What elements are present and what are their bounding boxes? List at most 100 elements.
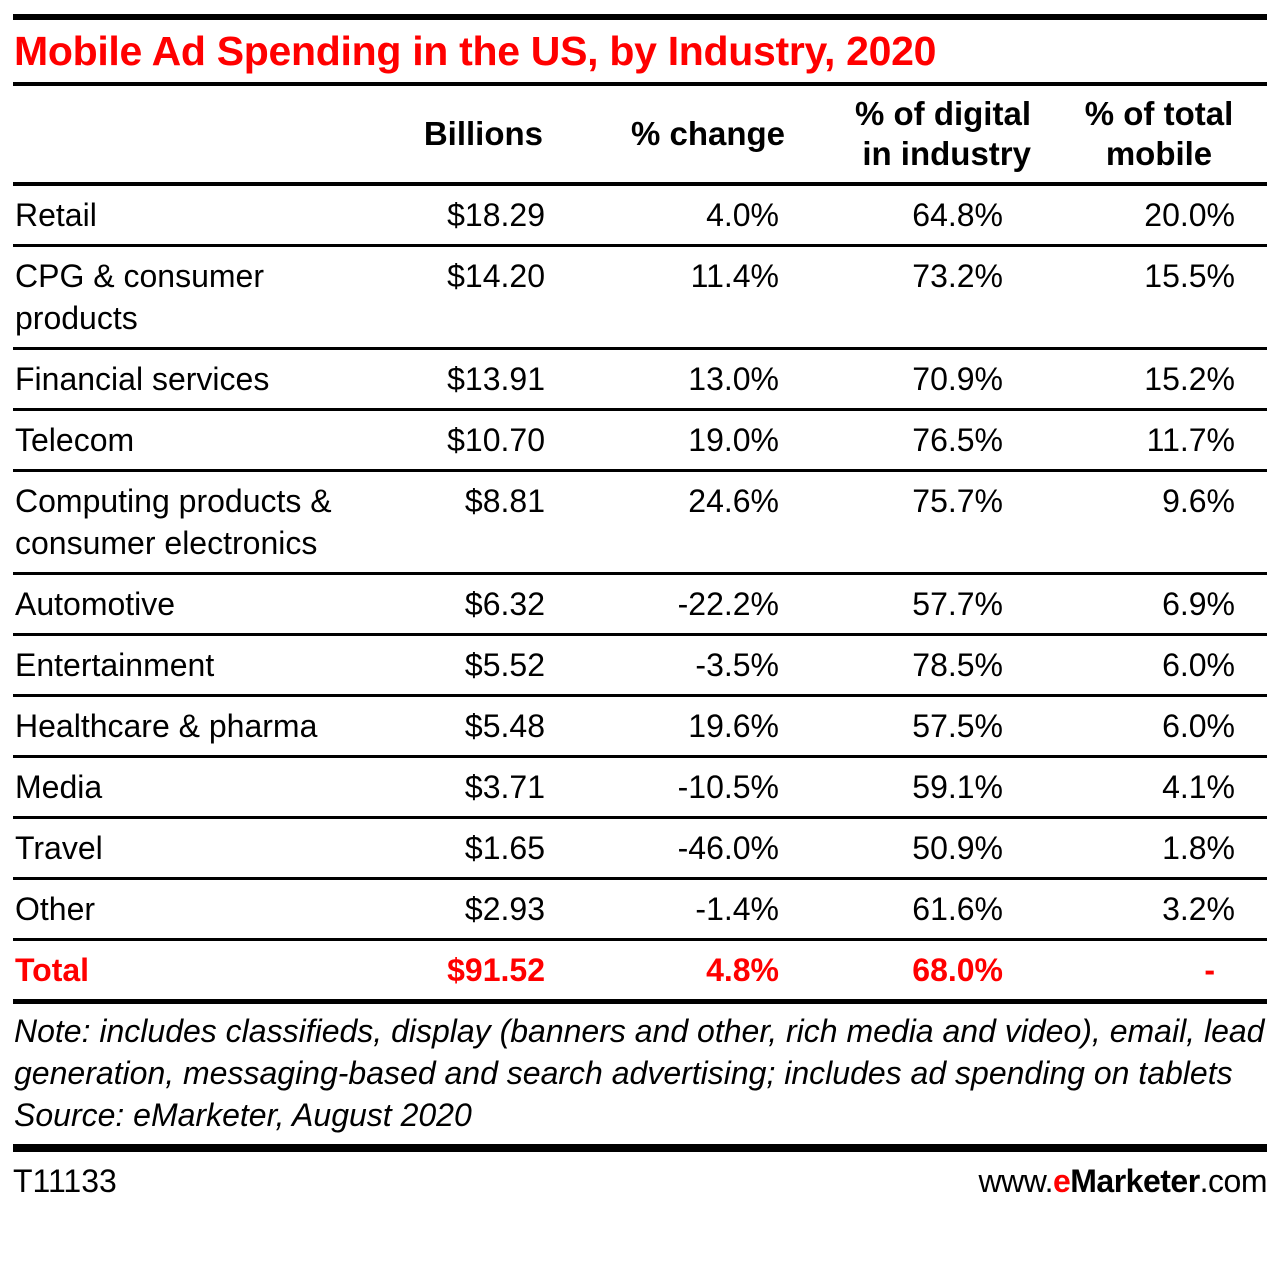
cell-industry: Other bbox=[13, 878, 383, 941]
title-rule bbox=[13, 82, 1267, 86]
cell-billions: $13.91 bbox=[383, 348, 553, 411]
table-row: Automotive $6.32 -22.2% 57.7% 6.9% bbox=[13, 573, 1267, 636]
cell-change: -10.5% bbox=[553, 756, 795, 819]
table-row: CPG & consumer products $14.20 11.4% 73.2% 1… bbox=[13, 245, 1267, 350]
cell-industry: Automotive bbox=[13, 573, 383, 636]
cell-industry: Telecom bbox=[13, 409, 383, 472]
cell-digital: 76.5% bbox=[795, 409, 1031, 472]
cell-change: -3.5% bbox=[553, 634, 795, 697]
table-row: Financial services $13.91 13.0% 70.9% 15.2% bbox=[13, 348, 1267, 411]
footer: T11133 www.eMarketer.com bbox=[13, 1152, 1268, 1210]
chart-frame: Mobile Ad Spending in the US, by Industr… bbox=[13, 14, 1268, 1210]
cell-digital: 57.5% bbox=[795, 695, 1031, 758]
table-row: Computing products & consumer electronic… bbox=[13, 470, 1267, 575]
cell-billions: $2.93 bbox=[383, 878, 553, 941]
header-digital-line1: % of digital bbox=[855, 95, 1031, 132]
cell-digital: 59.1% bbox=[795, 756, 1031, 819]
cell-mobile: 6.9% bbox=[1031, 573, 1267, 636]
cell-industry: Healthcare & pharma bbox=[13, 695, 383, 758]
cell-industry: Retail bbox=[13, 186, 383, 247]
cell-digital: 57.7% bbox=[795, 573, 1031, 636]
header-rule bbox=[13, 182, 1267, 186]
total-digital: 68.0% bbox=[795, 939, 1031, 1004]
cell-mobile: 6.0% bbox=[1031, 695, 1267, 758]
table-row: Travel $1.65 -46.0% 50.9% 1.8% bbox=[13, 817, 1267, 880]
cell-industry: Media bbox=[13, 756, 383, 819]
cell-billions: $8.81 bbox=[383, 470, 553, 575]
cell-mobile: 20.0% bbox=[1031, 186, 1267, 247]
site-prefix: www. bbox=[978, 1162, 1054, 1199]
chart-id: T11133 bbox=[13, 1162, 117, 1199]
cell-billions: $3.71 bbox=[383, 756, 553, 819]
site-link[interactable]: www.eMarketer.com bbox=[979, 1163, 1268, 1200]
cell-billions: $14.20 bbox=[383, 245, 553, 350]
note-text: Note: includes classifieds, display (ban… bbox=[14, 1013, 1265, 1091]
table-row: Retail $18.29 4.0% 64.8% 20.0% bbox=[13, 186, 1267, 247]
cell-mobile: 1.8% bbox=[1031, 817, 1267, 880]
site-suffix: .com bbox=[1199, 1162, 1268, 1199]
cell-billions: $6.32 bbox=[383, 573, 553, 636]
total-change: 4.8% bbox=[553, 939, 795, 1004]
cell-billions: $5.48 bbox=[383, 695, 553, 758]
chart-title: Mobile Ad Spending in the US, by Industr… bbox=[14, 28, 937, 74]
cell-mobile: 9.6% bbox=[1031, 470, 1267, 575]
cell-mobile: 15.5% bbox=[1031, 245, 1267, 350]
cell-change: -46.0% bbox=[553, 817, 795, 880]
header-digital-line2: in industry bbox=[862, 135, 1031, 172]
total-billions: $91.52 bbox=[383, 939, 553, 1004]
cell-change: -22.2% bbox=[553, 573, 795, 636]
cell-digital: 75.7% bbox=[795, 470, 1031, 575]
site-brand: Marketer bbox=[1070, 1162, 1200, 1199]
cell-digital: 50.9% bbox=[795, 817, 1031, 880]
cell-billions: $5.52 bbox=[383, 634, 553, 697]
cell-digital: 78.5% bbox=[795, 634, 1031, 697]
cell-digital: 61.6% bbox=[795, 878, 1031, 941]
top-rule bbox=[13, 14, 1267, 20]
cell-mobile: 15.2% bbox=[1031, 348, 1267, 411]
cell-change: 13.0% bbox=[553, 348, 795, 411]
cell-change: 19.0% bbox=[553, 409, 795, 472]
footer-rule bbox=[13, 1144, 1267, 1152]
cell-digital: 73.2% bbox=[795, 245, 1031, 350]
cell-digital: 64.8% bbox=[795, 186, 1031, 247]
header-change: % change bbox=[630, 115, 785, 152]
cell-mobile: 4.1% bbox=[1031, 756, 1267, 819]
cell-billions: $18.29 bbox=[383, 186, 553, 247]
cell-industry: Computing products & consumer electronic… bbox=[13, 470, 383, 575]
total-label: Total bbox=[13, 939, 383, 1004]
cell-digital: 70.9% bbox=[795, 348, 1031, 411]
table-row: Telecom $10.70 19.0% 76.5% 11.7% bbox=[13, 409, 1267, 472]
header-digital: % of digital in industry bbox=[795, 86, 1031, 182]
cell-industry: Entertainment bbox=[13, 634, 383, 697]
table-row: Healthcare & pharma $5.48 19.6% 57.5% 6.0% bbox=[13, 695, 1267, 758]
header-industry bbox=[13, 86, 383, 182]
cell-change: 11.4% bbox=[553, 245, 795, 350]
header-row: Billions % change % of digital in indust… bbox=[13, 86, 1267, 182]
total-row: Total $91.52 4.8% 68.0% - bbox=[13, 939, 1267, 1004]
site-logo-e: e bbox=[1052, 1162, 1071, 1199]
cell-industry: Travel bbox=[13, 817, 383, 880]
cell-change: 24.6% bbox=[553, 470, 795, 575]
header-billions: Billions bbox=[423, 115, 543, 152]
cell-change: -1.4% bbox=[553, 878, 795, 941]
cell-industry: Financial services bbox=[13, 348, 383, 411]
cell-change: 19.6% bbox=[553, 695, 795, 758]
cell-mobile: 6.0% bbox=[1031, 634, 1267, 697]
cell-mobile: 11.7% bbox=[1031, 409, 1267, 472]
table-row: Media $3.71 -10.5% 59.1% 4.1% bbox=[13, 756, 1267, 819]
table-body: Retail $18.29 4.0% 64.8% 20.0% CPG & consumer… bbox=[13, 186, 1267, 1004]
notes: Note: includes classifieds, display (ban… bbox=[13, 1004, 1267, 1144]
header-mobile-line2: mobile bbox=[1105, 135, 1213, 172]
cell-industry: CPG & consumer products bbox=[13, 245, 383, 350]
cell-billions: $1.65 bbox=[383, 817, 553, 880]
table-row: Other $2.93 -1.4% 61.6% 3.2% bbox=[13, 878, 1267, 941]
cell-change: 4.0% bbox=[553, 186, 795, 247]
cell-billions: $10.70 bbox=[383, 409, 553, 472]
header-mobile-line1: % of total bbox=[1084, 95, 1234, 132]
total-mobile: - bbox=[1031, 939, 1267, 1004]
cell-mobile: 3.2% bbox=[1031, 878, 1267, 941]
data-table: Billions % change % of digital in indust… bbox=[13, 86, 1267, 1004]
table-row: Entertainment $5.52 -3.5% 78.5% 6.0% bbox=[13, 634, 1267, 697]
source-text: Source: eMarketer, August 2020 bbox=[14, 1097, 472, 1133]
header-mobile: % of total mobile bbox=[1031, 86, 1267, 182]
